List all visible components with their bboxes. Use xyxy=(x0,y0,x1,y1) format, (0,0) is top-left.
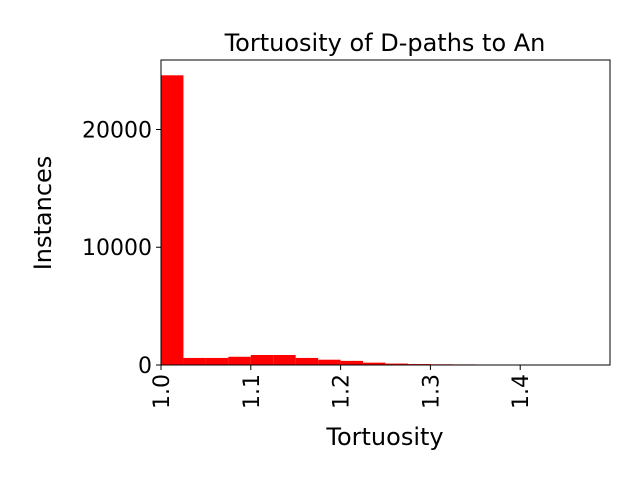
histogram-bar-8 xyxy=(340,360,364,365)
x-axis-ticks: 1.0 1.1 1.2 1.3 1.4 xyxy=(150,365,534,409)
histogram-bar-4 xyxy=(250,354,274,365)
x-axis-title: Tortuosity xyxy=(325,423,443,451)
bars-group xyxy=(161,75,610,365)
y-axis-title: Instances xyxy=(29,156,57,271)
y-tick-label: 0 xyxy=(138,354,152,379)
x-tick-label: 1.1 xyxy=(240,374,265,409)
x-tick-label: 1.2 xyxy=(330,374,355,409)
x-tick-label: 1.4 xyxy=(509,374,534,409)
y-tick-label: 10000 xyxy=(82,236,152,261)
histogram-bar-2 xyxy=(205,357,229,365)
histogram-bar-5 xyxy=(273,354,296,365)
histogram-bar-10 xyxy=(385,363,408,365)
histogram-bar-0 xyxy=(161,75,184,365)
y-tick-label: 20000 xyxy=(82,118,152,143)
histogram-bar-9 xyxy=(363,362,386,365)
x-tick-label: 1.0 xyxy=(150,374,175,409)
histogram-bar-1 xyxy=(183,357,206,365)
histogram-bar-6 xyxy=(295,357,319,365)
histogram-bar-7 xyxy=(318,359,341,365)
y-axis-ticks: 0 10000 20000 xyxy=(82,118,161,379)
histogram-bar-3 xyxy=(228,356,251,365)
plot-frame xyxy=(160,59,611,366)
x-tick-label: 1.3 xyxy=(419,374,444,409)
chart-title: Tortuosity of D-paths to An xyxy=(224,29,546,57)
